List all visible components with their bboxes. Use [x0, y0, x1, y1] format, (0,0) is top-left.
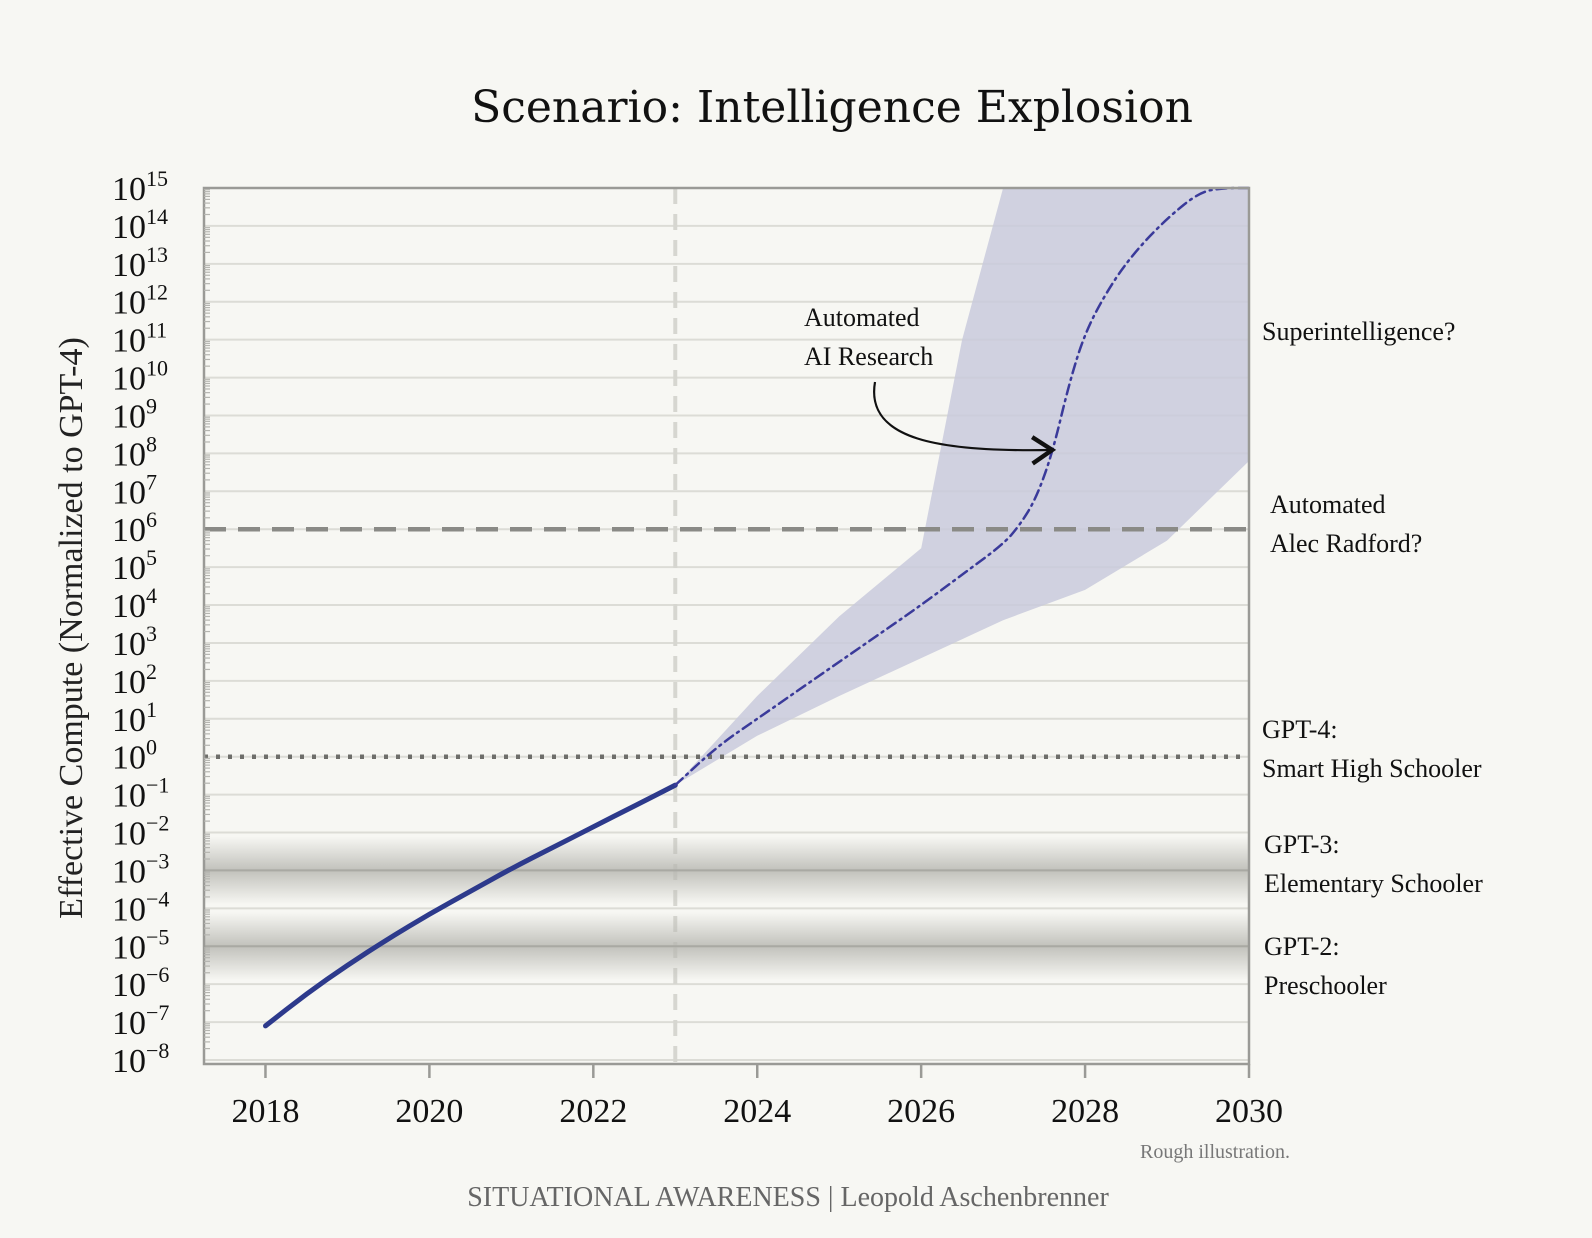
- annotation-automated-ai-research: Automated AI Research: [804, 303, 1057, 466]
- annotation-arrow: [873, 381, 1057, 466]
- annotation-line-1: Automated: [804, 303, 920, 332]
- y-tick-label: 10−7: [112, 1000, 169, 1042]
- level-label: GPT-2:: [1264, 932, 1340, 961]
- level-label: Alec Radford?: [1270, 529, 1422, 558]
- level-label: Elementary Schooler: [1264, 869, 1483, 898]
- y-tick-label: 104: [112, 583, 157, 625]
- x-ticks: 2018 2020 2022 2024 2026 2028 2030: [231, 1064, 1283, 1130]
- y-tick-label: 102: [112, 659, 157, 701]
- y-tick-label: 101: [112, 697, 157, 739]
- plot-frame: [202, 186, 1251, 1066]
- y-axis-label: Effective Compute (Normalized to GPT-4): [53, 337, 90, 919]
- x-tick-label: 2030: [1215, 1093, 1283, 1130]
- y-tick-label: 10−2: [112, 811, 169, 853]
- y-tick-label: 1010: [112, 356, 168, 398]
- level-label: Smart High Schooler: [1262, 754, 1482, 783]
- y-tick-label: 1013: [112, 242, 168, 284]
- y-tick-label: 10−8: [112, 1038, 169, 1080]
- annotation-line-2: AI Research: [804, 342, 933, 371]
- x-tick-label: 2020: [395, 1093, 463, 1130]
- level-label: Automated: [1270, 490, 1386, 519]
- x-tick-label: 2018: [231, 1093, 299, 1130]
- chart-title: Scenario: Intelligence Explosion: [471, 82, 1193, 133]
- y-tick-label: 1011: [112, 318, 167, 360]
- y-tick-label: 1014: [112, 204, 168, 246]
- y-tick-label: 103: [112, 621, 157, 663]
- y-tick-label: 1015: [112, 166, 168, 208]
- historical-compute-line: [263, 782, 678, 1029]
- y-tick-label: 10−1: [112, 773, 169, 815]
- level-labels: Automated Alec Radford? GPT-4: Smart High S…: [1262, 317, 1483, 1000]
- projection-band: [675, 188, 1249, 786]
- x-tick-label: 2028: [1051, 1093, 1119, 1130]
- uncertainty-band: [675, 188, 1249, 786]
- y-tick-label: 1012: [112, 280, 168, 322]
- reference-lines: [204, 526, 1249, 759]
- y-tick-label: 100: [112, 735, 157, 777]
- level-label: GPT-3:: [1264, 830, 1340, 859]
- y-tick-label: 107: [112, 469, 157, 511]
- x-tick-label: 2022: [559, 1093, 627, 1130]
- y-tick-label: 10−3: [112, 848, 169, 890]
- level-label: Superintelligence?: [1262, 317, 1455, 346]
- y-tick-label: 109: [112, 393, 157, 435]
- y-tick-label: 10−5: [112, 924, 169, 966]
- y-tick-label: 105: [112, 545, 157, 587]
- y-tick-label: 108: [112, 431, 157, 473]
- y-tick-label: 10−4: [112, 886, 169, 928]
- rough-illustration-note: Rough illustration.: [1140, 1141, 1290, 1163]
- y-tick-label: 10−6: [112, 962, 169, 1004]
- y-ticks: 1015101410131012101110101091081071061051…: [112, 166, 169, 1080]
- footer-credit: SITUATIONAL AWARENESS | Leopold Aschenbr…: [467, 1182, 1109, 1213]
- x-tick-label: 2026: [887, 1093, 955, 1130]
- y-tick-label: 106: [112, 507, 157, 549]
- series: [263, 186, 1251, 1029]
- plot-border: [202, 186, 1251, 1066]
- x-tick-label: 2024: [723, 1093, 791, 1130]
- projected-compute-line: [674, 186, 1251, 787]
- level-label: GPT-4:: [1262, 715, 1338, 744]
- level-label: Preschooler: [1264, 971, 1387, 1000]
- level-shading: [204, 836, 1249, 981]
